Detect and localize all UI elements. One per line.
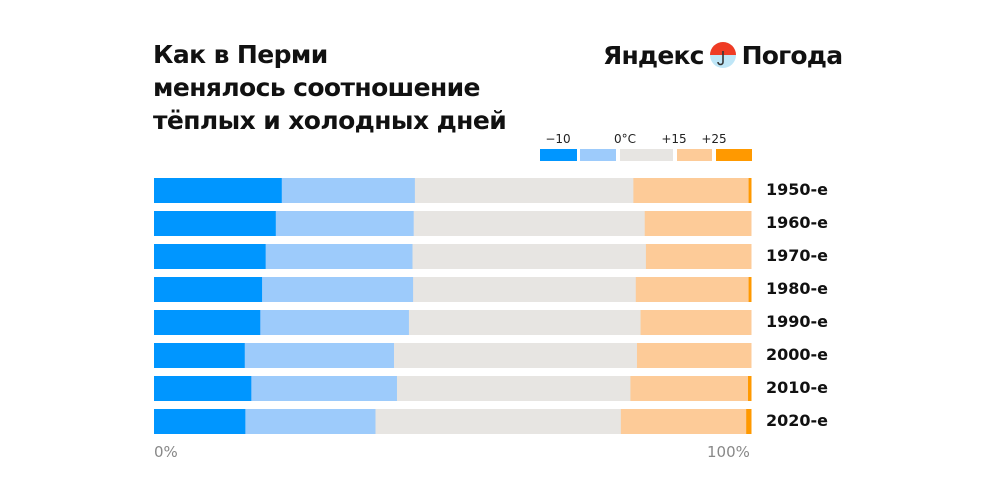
bar-segment-1990-е-2 — [408, 310, 642, 335]
legend-swatch — [580, 149, 616, 161]
title-line-1: Как в Перми — [153, 40, 328, 69]
bar-segment-2000-е-3 — [636, 343, 752, 368]
bar-segment-2020-е-2 — [375, 409, 622, 434]
bar-segment-1990-е-1 — [260, 310, 410, 335]
bar-segment-1980-е-0 — [154, 277, 263, 302]
bar-segment-1950-е-1 — [281, 178, 416, 203]
bar-segment-2020-е-3 — [620, 409, 747, 434]
bar-segment-1960-е-2 — [413, 211, 646, 236]
logo-text-left: Яндекс — [603, 40, 704, 70]
bar-segment-2010-е-3 — [630, 376, 749, 401]
legend-threshold-label: −10 — [545, 132, 571, 146]
category-label: 2000-е — [766, 345, 829, 364]
bar-segment-1960-е-1 — [275, 211, 415, 236]
bar-segment-1970-е-3 — [645, 244, 752, 269]
yandex-weather-logo: Яндекс Погода — [603, 40, 843, 70]
category-label: 2010-е — [766, 378, 829, 397]
bar-segment-2000-е-0 — [154, 343, 246, 368]
legend-swatch — [620, 149, 673, 161]
legend-swatch — [677, 149, 712, 161]
category-label: 1950-е — [766, 180, 829, 199]
title-line-3: тёплых и холодных дней — [153, 106, 507, 135]
category-label: 1960-е — [766, 213, 829, 232]
bar-segment-1980-е-4 — [748, 277, 752, 302]
chart-title: Как в Перми менялось соотношение тёплых … — [153, 38, 507, 137]
x-tick-0: 0% — [154, 443, 178, 461]
bar-segment-1950-е-4 — [748, 178, 752, 203]
bar-segment-2020-е-4 — [746, 409, 752, 434]
bar-segment-2010-е-2 — [396, 376, 631, 401]
bar-segment-1960-е-0 — [154, 211, 277, 236]
bar-segment-1970-е-1 — [265, 244, 414, 269]
bar-segment-2020-е-0 — [154, 409, 246, 434]
x-tick-100: 100% — [707, 443, 750, 461]
legend-threshold-label: +25 — [701, 132, 727, 146]
bar-segment-1990-е-0 — [154, 310, 261, 335]
legend-threshold-label: +15 — [661, 132, 687, 146]
legend-swatch — [540, 149, 577, 161]
bar-segment-1980-е-2 — [413, 277, 637, 302]
bar-segment-1980-е-3 — [635, 277, 750, 302]
bar-segment-2010-е-1 — [251, 376, 398, 401]
bar-segment-2010-е-0 — [154, 376, 252, 401]
bar-segment-2000-е-1 — [244, 343, 395, 368]
bar-segment-2010-е-4 — [748, 376, 752, 401]
bar-segment-1960-е-3 — [644, 211, 752, 236]
bar-segment-1980-е-1 — [262, 277, 414, 302]
title-line-2: менялось соотношение — [153, 73, 481, 102]
category-label: 1970-е — [766, 246, 829, 265]
umbrella-icon — [709, 42, 736, 68]
bar-segment-1990-е-3 — [640, 310, 752, 335]
legend-swatch — [716, 149, 752, 161]
category-label: 1990-е — [766, 312, 829, 331]
bar-segment-1950-е-3 — [633, 178, 750, 203]
bar-segment-1970-е-0 — [154, 244, 267, 269]
bar-segment-2000-е-2 — [393, 343, 638, 368]
logo-text-right: Погода — [741, 40, 843, 70]
legend-threshold-label: 0°C — [613, 132, 637, 146]
category-label: 1980-е — [766, 279, 829, 298]
bar-segment-1970-е-2 — [412, 244, 647, 269]
bar-segment-2020-е-1 — [245, 409, 376, 434]
bar-segment-1950-е-0 — [154, 178, 283, 203]
category-label: 2020-е — [766, 411, 829, 430]
bar-segment-1950-е-2 — [414, 178, 634, 203]
